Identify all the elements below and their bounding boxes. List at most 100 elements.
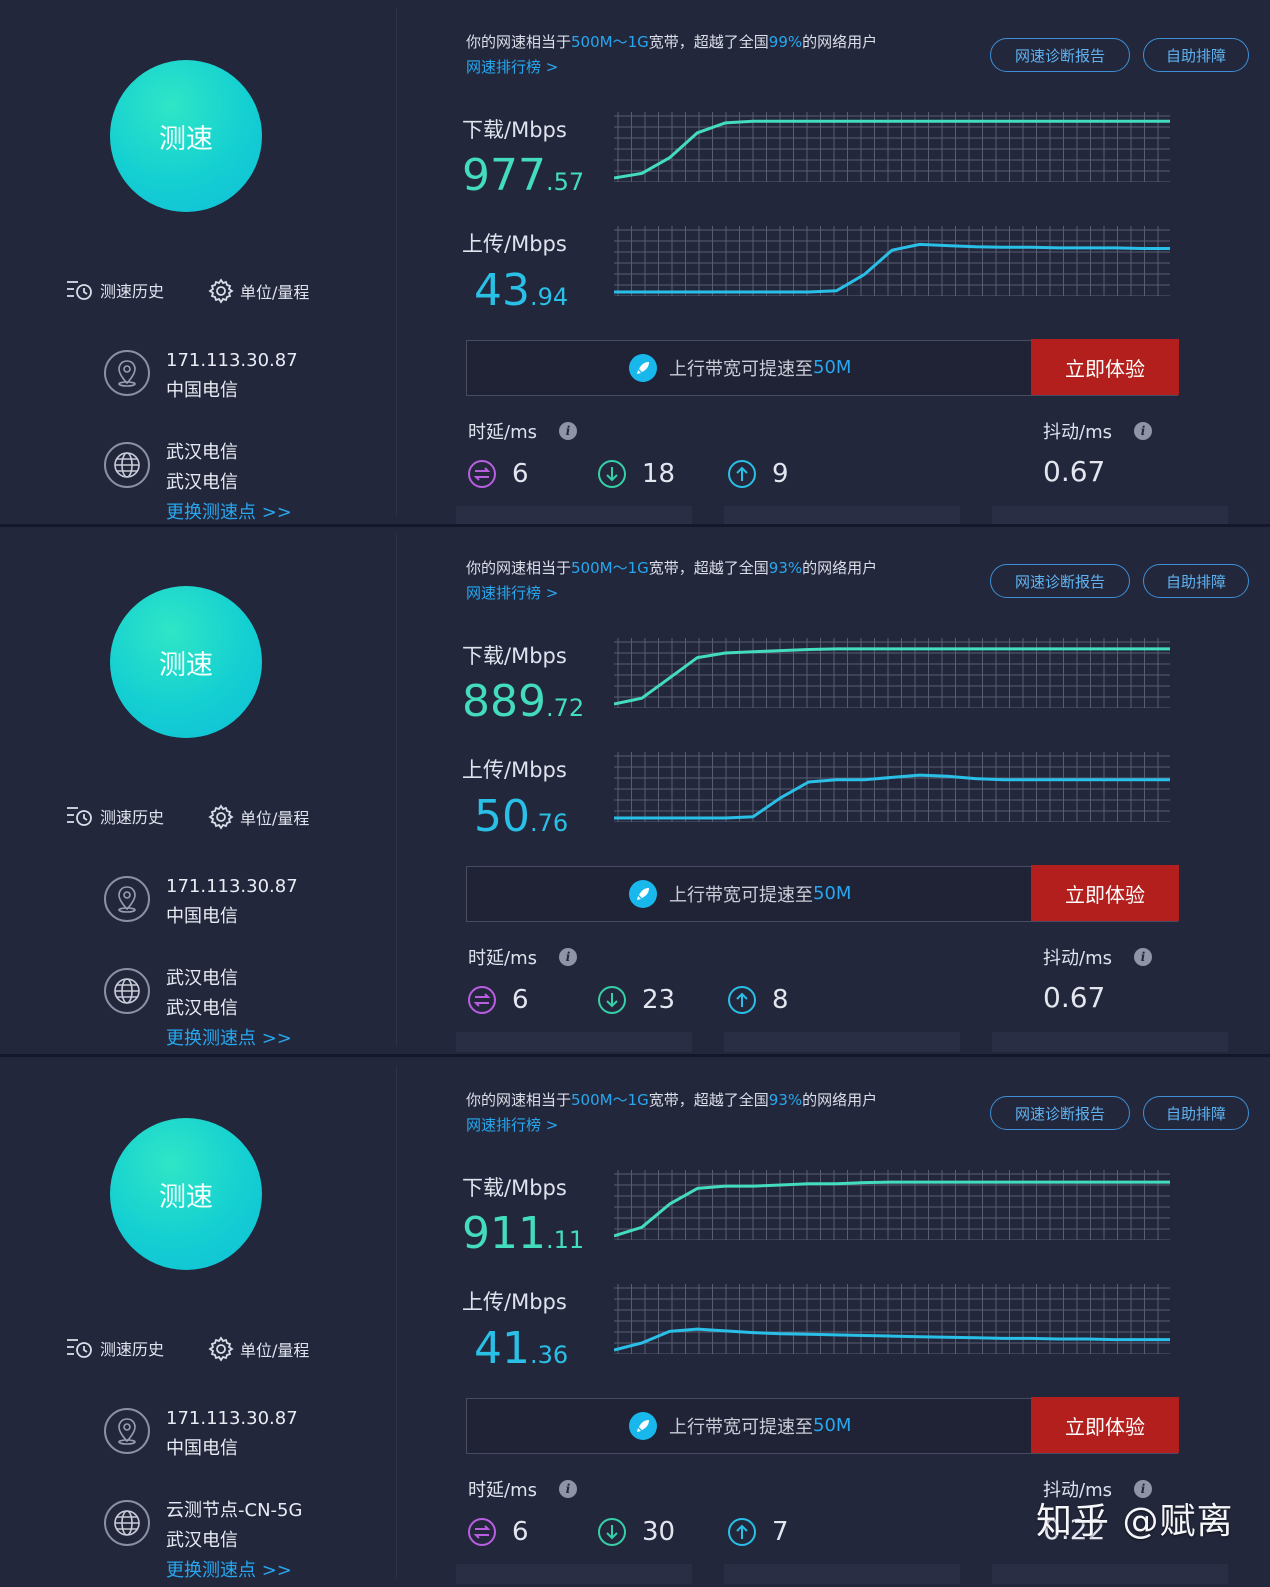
summary-prefix: 你的网速相当于	[466, 1091, 572, 1109]
upload-speed: 41.36	[474, 1323, 568, 1374]
ip-address: 171.113.30.87	[166, 350, 298, 371]
zhihu-watermark: 知乎 @赋离	[1036, 1501, 1234, 1542]
summary-suffix: 的网络用户	[802, 1091, 878, 1109]
graph-grid	[614, 226, 1170, 296]
rtt-value: 6	[512, 1517, 529, 1547]
gear-icon	[208, 278, 234, 304]
node-isp: 武汉电信	[166, 998, 238, 1019]
start-speedtest-button[interactable]: 测速	[110, 586, 262, 738]
globe-icon	[104, 1500, 150, 1546]
latency-label: 时延/ms	[468, 948, 537, 969]
start-speedtest-button[interactable]: 测速	[110, 60, 262, 212]
node-isp: 武汉电信	[166, 472, 238, 493]
rocket-icon	[629, 353, 657, 382]
bandwidth-range: 500M～1G	[571, 33, 649, 51]
info-icon[interactable]: i	[1133, 948, 1152, 966]
download-graph	[614, 1170, 1170, 1240]
upload-speed: 50.76	[474, 791, 568, 842]
download-graph	[614, 112, 1170, 182]
promo-text: 上行带宽可提速至	[669, 358, 813, 380]
speedtest-history-button[interactable]: 测速历史	[66, 804, 164, 828]
download-speed-dec: .72	[545, 694, 585, 722]
units-range-button[interactable]: 单位/量程	[208, 1336, 309, 1362]
history-label: 测速历史	[100, 1340, 165, 1359]
latency-heading: 时延/ms i	[468, 944, 577, 970]
jitter-label: 抖动/ms	[1043, 422, 1112, 443]
column-separator	[396, 534, 397, 1046]
rtt-latency: 6	[466, 1516, 529, 1548]
percentile: 99%	[768, 33, 803, 51]
download-latency: 23	[596, 984, 675, 1016]
ranking-link[interactable]: 网速排行榜 >	[466, 58, 559, 76]
self-troubleshoot-button[interactable]: 自助排障	[1143, 1096, 1249, 1130]
download-latency-value: 18	[642, 459, 676, 489]
download-speed-dec: .11	[545, 1226, 585, 1254]
upload-label: 上传/Mbps	[462, 758, 567, 782]
upload-graph	[614, 226, 1170, 296]
upload-speed-dec: .94	[530, 283, 569, 311]
summary-suffix: 的网络用户	[802, 559, 878, 577]
panel-divider	[0, 524, 1270, 527]
units-range-button[interactable]: 单位/量程	[208, 278, 309, 304]
ranking-link[interactable]: 网速排行榜 >	[466, 1116, 559, 1134]
try-now-button[interactable]: 立即体验	[1031, 865, 1179, 921]
ip-address: 171.113.30.87	[166, 876, 298, 897]
history-label: 测速历史	[100, 808, 165, 827]
jitter-label: 抖动/ms	[1043, 948, 1112, 969]
info-icon[interactable]: i	[1133, 1480, 1152, 1498]
summary-mid: 宽带，超越了全国	[648, 559, 769, 577]
promo-text: 上行带宽可提速至	[669, 1416, 813, 1438]
download-speed: 889.72	[462, 676, 584, 727]
diagnosis-report-button[interactable]: 网速诊断报告	[990, 1096, 1130, 1130]
jitter-value: 0.67	[1043, 455, 1106, 488]
download-latency: 30	[596, 1516, 675, 1548]
self-troubleshoot-label: 自助排障	[1165, 1104, 1226, 1123]
try-now-button[interactable]: 立即体验	[1031, 339, 1179, 395]
self-troubleshoot-label: 自助排障	[1165, 46, 1226, 65]
speedtest-result-panel: 测速 测速历史 单位/量程 171.113.30.87 中国电信 云测节点-CN…	[0, 1058, 1270, 1587]
upload-label: 上传/Mbps	[462, 232, 567, 256]
promo-text: 上行带宽可提速至	[669, 884, 813, 906]
upload-label: 上传/Mbps	[462, 1290, 567, 1314]
jitter-value: 0.22	[1043, 1513, 1106, 1546]
ranking-link[interactable]: 网速排行榜 >	[466, 584, 559, 602]
arrow-down-circle-icon	[598, 1518, 626, 1546]
self-troubleshoot-button[interactable]: 自助排障	[1143, 38, 1249, 72]
start-speedtest-label: 测速	[159, 649, 213, 681]
try-now-label: 立即体验	[1065, 882, 1145, 907]
speedtest-history-button[interactable]: 测速历史	[66, 1336, 164, 1360]
start-speedtest-button[interactable]: 测速	[110, 1118, 262, 1270]
change-node-link[interactable]: 更换测速点 >>	[166, 1560, 292, 1581]
info-icon[interactable]: i	[558, 422, 577, 440]
download-label: 下载/Mbps	[462, 118, 567, 142]
speedtest-result-panel: 测速 测速历史 单位/量程 171.113.30.87 中国电信 武汉电信 武汉…	[0, 526, 1270, 1054]
diagnosis-report-label: 网速诊断报告	[1014, 1104, 1105, 1123]
isp-name: 中国电信	[166, 1438, 238, 1459]
units-label: 单位/量程	[240, 283, 310, 302]
node-name: 云测节点-CN-5G	[166, 1500, 303, 1521]
upload-speed-dec: .36	[530, 1341, 569, 1369]
change-node-link[interactable]: 更换测速点 >>	[166, 502, 292, 523]
upload-boost-banner[interactable]: 上行带宽可提速至 50M 立即体验	[466, 339, 1179, 396]
try-now-button[interactable]: 立即体验	[1031, 1397, 1179, 1453]
info-icon[interactable]: i	[558, 948, 577, 966]
upload-boost-banner[interactable]: 上行带宽可提速至 50M 立即体验	[466, 1397, 1179, 1454]
units-range-button[interactable]: 单位/量程	[208, 804, 309, 830]
swap-icon	[468, 986, 496, 1014]
diagnosis-report-button[interactable]: 网速诊断报告	[990, 38, 1130, 72]
graph-grid	[614, 1170, 1170, 1240]
download-speed-dec: .57	[545, 168, 585, 196]
diagnosis-report-button[interactable]: 网速诊断报告	[990, 564, 1130, 598]
self-troubleshoot-label: 自助排障	[1165, 572, 1226, 591]
speedtest-history-button[interactable]: 测速历史	[66, 278, 164, 302]
self-troubleshoot-button[interactable]: 自助排障	[1143, 564, 1249, 598]
speedtest-result-panel: 测速 测速历史 单位/量程 171.113.30.87 中国电信 武汉电信 武汉…	[0, 0, 1270, 524]
upload-boost-banner[interactable]: 上行带宽可提速至 50M 立即体验	[466, 865, 1179, 922]
jitter-heading: 抖动/ms i	[1043, 418, 1152, 444]
info-icon[interactable]: i	[1133, 422, 1152, 440]
change-node-link[interactable]: 更换测速点 >>	[166, 1028, 292, 1049]
graph-grid	[614, 112, 1170, 182]
info-icon[interactable]: i	[558, 1480, 577, 1498]
diagnosis-report-label: 网速诊断报告	[1014, 572, 1105, 591]
arrow-up-circle-icon	[728, 986, 756, 1014]
